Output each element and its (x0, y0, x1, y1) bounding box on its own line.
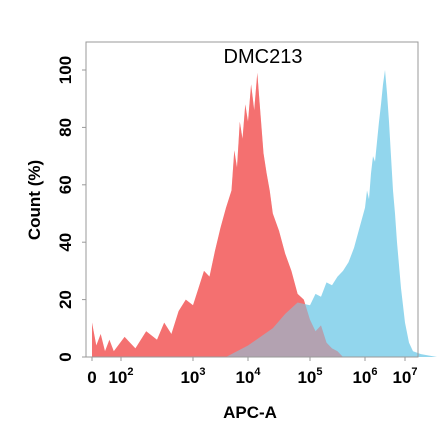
x-tick-label: 107 (392, 366, 417, 387)
histogram-overlap (92, 72, 343, 358)
x-tick-label: 105 (297, 366, 322, 387)
y-axis-ticks: 0 20 40 60 80 100 (56, 56, 86, 362)
x-tick-label: 106 (352, 366, 377, 387)
x-axis-ticks: 0 102 103 104 105 106 107 (87, 357, 418, 387)
y-axis-label: Count (%) (25, 160, 44, 240)
x-tick-label: 102 (108, 366, 133, 387)
histogram-series-2 (226, 70, 437, 357)
y-tick-label: 20 (56, 290, 75, 309)
x-tick-label: 0 (87, 368, 96, 387)
plot-frame (85, 41, 419, 358)
y-tick-label: 60 (56, 175, 75, 194)
chart-title: DMC213 (224, 46, 303, 68)
y-tick-label: 100 (56, 56, 75, 84)
y-tick-label: 0 (56, 352, 75, 361)
x-axis-label: APC-A (223, 403, 277, 422)
plot-area (92, 70, 437, 358)
x-tick-label: 104 (235, 366, 261, 387)
y-tick-label: 40 (56, 233, 75, 252)
y-tick-label: 80 (56, 118, 75, 137)
x-tick-label: 103 (180, 366, 205, 387)
histogram-series-1 (92, 72, 343, 358)
